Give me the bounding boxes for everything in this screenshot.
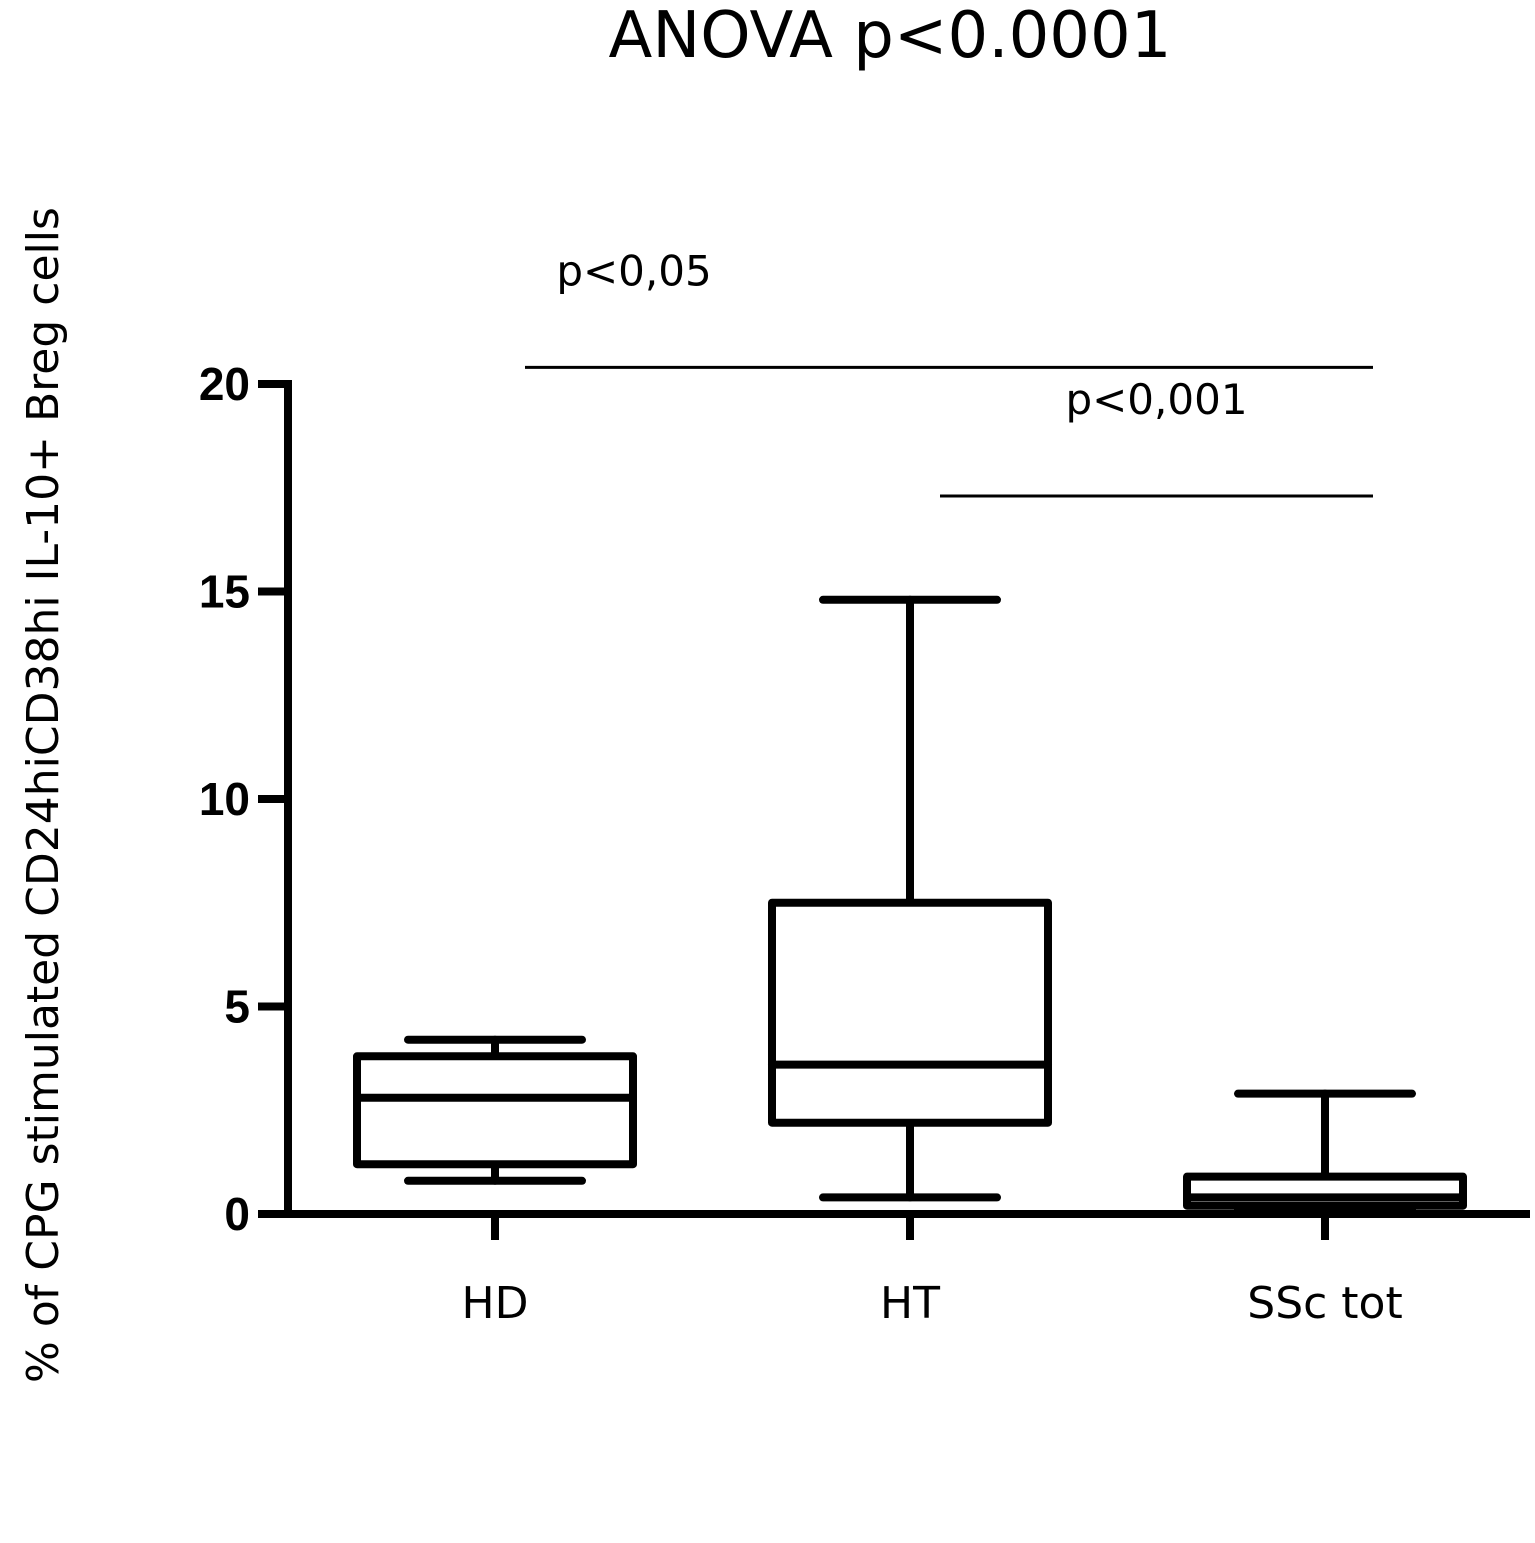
axes: 0 5 10 15 20 HD HT SSc tot <box>199 358 1530 1329</box>
x-tick-label: HD <box>462 1278 529 1329</box>
y-tick-label: 10 <box>199 773 250 825</box>
chart-title: ANOVA p<0.0001 <box>609 0 1172 73</box>
significance-brackets: p<0,05 p<0,001 <box>525 246 1373 498</box>
x-tick-label: HT <box>880 1278 940 1329</box>
significance-label: p<0,05 <box>556 246 711 295</box>
box-hd <box>353 1035 637 1185</box>
y-tick-label: 15 <box>199 566 250 618</box>
iqr-box <box>768 898 1052 1127</box>
y-axis-label: % of CPG stimulated CD24hiCD38hi IL-10+ … <box>18 207 69 1383</box>
y-tick-label: 20 <box>199 358 250 410</box>
boxes <box>353 595 1467 1214</box>
box-ht <box>768 595 1052 1202</box>
box-ssc-tot <box>1183 1089 1467 1214</box>
x-tick-label: SSc tot <box>1247 1278 1402 1329</box>
y-tick-label: 5 <box>224 981 250 1033</box>
iqr-box <box>353 1052 637 1169</box>
significance-label: p<0,001 <box>1065 375 1247 424</box>
y-tick-label: 0 <box>224 1188 250 1240</box>
